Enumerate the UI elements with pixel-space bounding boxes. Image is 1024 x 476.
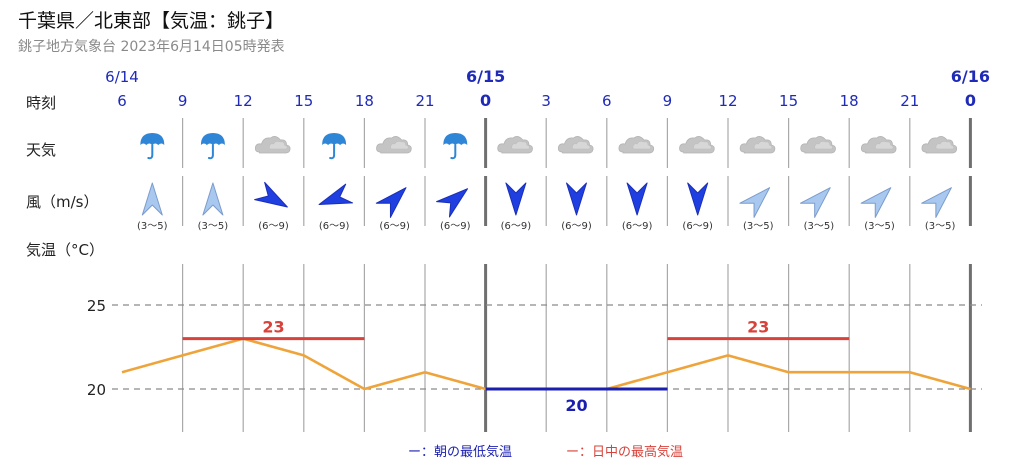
- hour-label: 9: [663, 92, 673, 110]
- wind-arrow-icon: [505, 182, 527, 216]
- date-label: 6/16: [951, 67, 990, 86]
- hour-label: 18: [840, 92, 859, 110]
- rain-umbrella-icon: [200, 133, 225, 160]
- page-title: 千葉県／北東部【気温：銚子】: [18, 10, 285, 32]
- wind-speed-label: (6～9): [622, 221, 653, 232]
- wind-speed-label: (6～9): [258, 221, 289, 232]
- wind-speed-label: (6～9): [379, 221, 410, 232]
- legend-entry: ー：日中の最高気温: [566, 444, 683, 460]
- wind-speed-label: (6～9): [682, 221, 713, 232]
- wind-speed-label: (3～5): [864, 221, 895, 232]
- cloud-icon: [921, 136, 958, 154]
- wind-speed-label: (6～9): [561, 221, 592, 232]
- wind-arrow-icon: [800, 187, 831, 218]
- legend-entry: ー：朝の最低気温: [408, 444, 512, 460]
- wind-arrow-icon: [254, 181, 288, 208]
- max-temp-label: 23: [262, 318, 284, 337]
- hour-label: 15: [779, 92, 798, 110]
- wind-speed-label: (6～9): [501, 221, 532, 232]
- rain-umbrella-icon: [322, 133, 347, 160]
- cloud-icon: [254, 136, 291, 154]
- wind-speed-label: (3～5): [198, 221, 229, 232]
- cloud-icon: [497, 136, 533, 154]
- cloud-icon: [557, 136, 594, 154]
- wind-arrow-icon: [626, 182, 648, 216]
- cloud-icon: [739, 136, 776, 154]
- cloud-icon: [679, 136, 715, 154]
- rain-umbrella-icon: [443, 133, 468, 160]
- hour-label: 9: [178, 92, 188, 110]
- row-label-temperature: 気温（°C）: [26, 241, 104, 259]
- row-label-time: 時刻: [26, 94, 56, 112]
- wind-speed-label: (6～9): [440, 221, 471, 232]
- y-tick-label: 25: [87, 297, 106, 315]
- wind-arrow-icon: [202, 182, 224, 216]
- min-temp-label: 20: [565, 396, 587, 415]
- wind-arrow-icon: [436, 188, 469, 218]
- wind-speed-label: (3～5): [137, 221, 168, 232]
- wind-speed-label: (6～9): [319, 221, 350, 232]
- row-label-weather: 天気: [26, 141, 56, 159]
- date-label: 6/14: [105, 68, 139, 86]
- page-subtitle: 銚子地方気象台 2023年6月14日05時発表: [18, 39, 285, 55]
- wind-arrow-icon: [687, 182, 709, 216]
- hour-label: 12: [718, 92, 737, 110]
- date-label: 6/15: [466, 67, 505, 86]
- wind-speed-label: (3～5): [925, 221, 956, 232]
- cloud-icon: [800, 136, 836, 154]
- wind-speed-label: (3～5): [804, 221, 835, 232]
- hour-label: 0: [965, 91, 976, 110]
- wind-arrow-icon: [921, 187, 952, 218]
- wind-arrow-icon: [739, 187, 771, 218]
- hour-label: 6: [602, 92, 612, 110]
- wind-arrow-icon: [860, 187, 892, 218]
- wind-arrow-icon: [375, 187, 407, 218]
- hour-label: 15: [294, 92, 313, 110]
- hour-label: 0: [480, 91, 491, 110]
- y-tick-label: 20: [87, 381, 106, 399]
- hour-label: 12: [234, 92, 253, 110]
- row-label-wind: 風（m/s）: [26, 193, 98, 211]
- wind-arrow-icon: [141, 182, 163, 216]
- hour-label: 18: [355, 92, 374, 110]
- wind-arrow-icon: [566, 182, 587, 216]
- hour-label: 3: [541, 92, 551, 110]
- cloud-icon: [376, 136, 412, 154]
- hour-label: 6: [117, 92, 127, 110]
- rain-umbrella-icon: [140, 133, 165, 160]
- cloud-icon: [618, 136, 655, 154]
- hour-label: 21: [900, 92, 919, 110]
- wind-speed-label: (3～5): [743, 221, 774, 232]
- max-temp-label: 23: [747, 318, 769, 337]
- cloud-icon: [860, 136, 897, 154]
- wind-arrow-icon: [318, 183, 354, 205]
- hour-label: 21: [415, 92, 434, 110]
